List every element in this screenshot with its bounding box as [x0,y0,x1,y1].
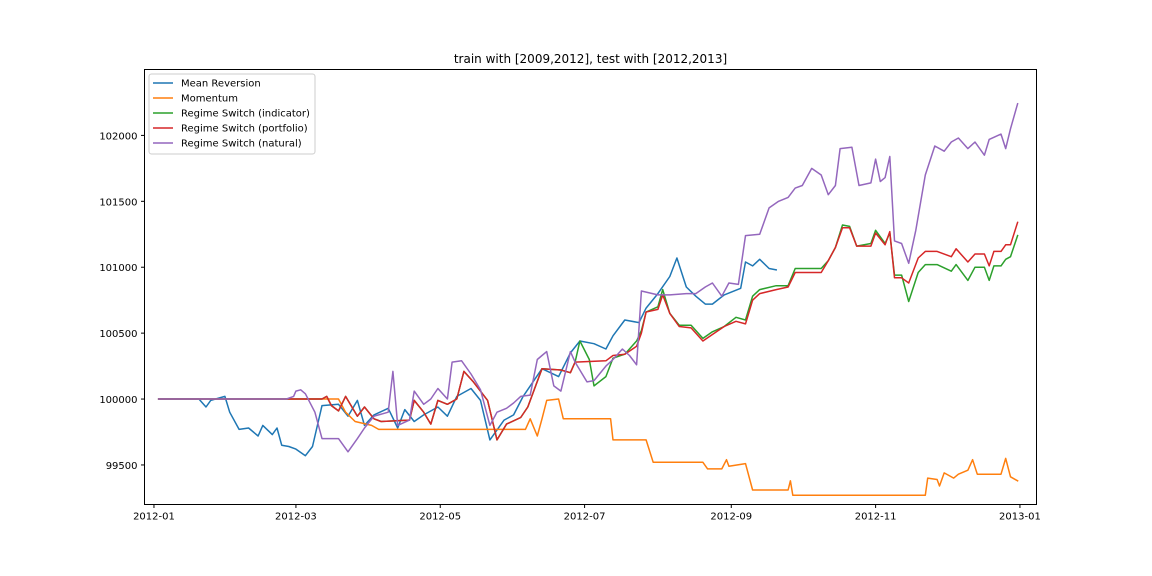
x-tick-label: 2012-01 [133,512,175,523]
series-line-5 [157,102,1019,453]
y-tick-label: 100000 [99,395,137,406]
x-tick-label: 2012-07 [564,512,606,523]
y-tick-label: 101000 [99,263,137,274]
legend-label: Regime Switch (portfolio) [181,124,308,135]
x-tick-label: 2013-01 [999,512,1041,523]
series-lines [157,102,1019,497]
series-line-4 [157,221,1019,441]
plot-area-frame [144,69,1037,505]
y-tick-label: 101500 [99,197,137,208]
legend-label: Mean Reversion [181,79,261,90]
y-tick-label: 99500 [106,461,138,472]
legend: Mean Reversion Momentum Regime Switch (ind… [148,73,316,155]
x-tick-label: 2012-03 [275,512,317,523]
x-tick-label: 2012-09 [710,512,752,523]
x-tick-label: 2012-11 [855,512,897,523]
series-line-2 [157,398,1019,497]
legend-box [148,73,316,155]
legend-label: Momentum [181,94,238,105]
legend-label: Regime Switch (indicator) [181,109,310,120]
legend-label: Regime Switch (natural) [181,139,302,150]
x-axis-ticks: 2012-01 2012-03 2012-05 2012-07 2012-09 2012-… [133,504,1041,523]
y-axis-ticks: 99500 100000 100500 101000 101500 102000 [99,131,145,472]
x-tick-label: 2012-05 [419,512,461,523]
y-tick-label: 100500 [99,329,137,340]
chart-title: train with [2009,2012], test with [2012,… [454,52,727,66]
y-tick-label: 102000 [99,131,137,142]
